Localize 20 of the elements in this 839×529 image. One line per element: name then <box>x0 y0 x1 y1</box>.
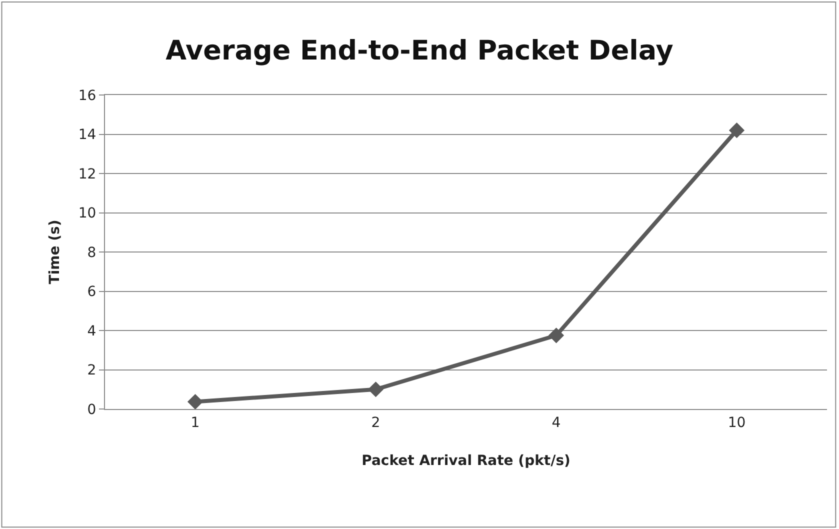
y-tick-label: 16 <box>78 88 96 104</box>
x-axis-title: Packet Arrival Rate (pkt/s) <box>362 453 570 470</box>
x-tick-label: 10 <box>728 414 746 431</box>
x-tick-label: 4 <box>552 414 561 431</box>
point <box>728 122 745 138</box>
y-tick-label: 6 <box>87 284 96 300</box>
x-tick-label: 2 <box>371 414 380 431</box>
y-axis-title: Time (s) <box>46 220 63 284</box>
y-tick-label: 4 <box>87 323 96 340</box>
y-tick-label: 0 <box>87 402 96 418</box>
x-tick-label: 1 <box>190 414 200 431</box>
y-tick-label: 14 <box>78 127 96 144</box>
y-tick-label: 2 <box>87 362 96 379</box>
point <box>548 328 564 344</box>
y-tick-label: 12 <box>78 166 96 182</box>
chart-title: Average End-to-End Packet Delay <box>166 36 674 67</box>
y-tick-label: 8 <box>87 244 96 261</box>
point <box>187 394 204 409</box>
point <box>368 382 384 398</box>
y-tick-label: 10 <box>78 206 96 222</box>
